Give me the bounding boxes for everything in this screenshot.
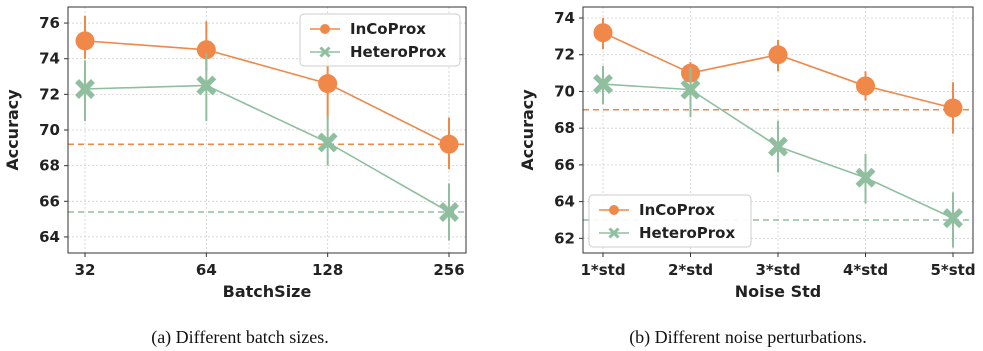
y-tick-label: 70 (554, 82, 575, 100)
x-axis-label: BatchSize (223, 282, 312, 301)
legend-label-heteroprox: HeteroProx (350, 43, 446, 61)
y-tick-label: 74 (39, 50, 60, 68)
chart-noise-std: 62 64 66 68 70 72 74 1*std 2*std 3*std 4*std 5*std N… (518, 6, 976, 301)
x-tick-label: 128 (312, 261, 343, 279)
x-tick-label: 5*std (930, 261, 975, 279)
legend-label-incoprox: InCoProx (639, 201, 715, 219)
point-incoprox (75, 31, 95, 51)
point-heteroprox (196, 75, 217, 96)
caption-a: (a) Different batch sizes. (151, 327, 329, 348)
y-tick-label: 76 (39, 14, 60, 32)
y-axis-label: Accuracy (518, 89, 537, 171)
y-tick-label: 64 (39, 228, 60, 246)
point-incoprox (196, 40, 216, 60)
y-tick-label: 64 (554, 193, 575, 211)
x-tick-label: 32 (75, 261, 96, 279)
y-tick-label: 68 (39, 157, 60, 175)
x-tick-label: 2*std (668, 261, 713, 279)
chart-batch-size: 64 66 68 70 72 74 76 32 64 128 256 BatchSize Accurac… (3, 6, 467, 301)
point-heteroprox (680, 79, 701, 100)
y-tick-label: 68 (554, 119, 575, 137)
point-heteroprox (855, 167, 876, 188)
y-tick-label: 66 (39, 192, 60, 210)
x-axis-label: Noise Std (735, 282, 821, 301)
legend-marker-incoprox (609, 205, 619, 215)
x-tick-label: 256 (433, 261, 464, 279)
x-tick-label: 1*std (580, 261, 625, 279)
y-tick-label: 72 (554, 46, 575, 64)
y-tick-label: 70 (39, 121, 60, 139)
legend-marker-heteroprox (608, 227, 620, 239)
point-incoprox (593, 23, 613, 43)
point-heteroprox (768, 136, 788, 157)
y-tick-label: 72 (39, 85, 60, 103)
y-axis-label: Accuracy (3, 89, 22, 171)
point-heteroprox (75, 79, 95, 99)
point-heteroprox (317, 132, 338, 153)
point-incoprox (768, 45, 788, 65)
point-heteroprox (439, 202, 459, 222)
x-tick-label: 3*std (755, 261, 800, 279)
point-incoprox (856, 76, 875, 96)
series-line-heteroprox (84, 84, 450, 213)
point-heteroprox (943, 208, 963, 229)
series-line-incoprox (84, 40, 450, 145)
legend-marker-incoprox (320, 24, 330, 34)
point-incoprox (943, 98, 963, 118)
x-tick-label: 64 (196, 261, 217, 279)
y-tick-label: 74 (554, 9, 575, 27)
point-incoprox (318, 74, 338, 94)
legend-box (588, 194, 752, 248)
point-incoprox (439, 134, 459, 154)
legend: InCoProx HeteroProx (588, 194, 752, 248)
y-tick-label: 62 (554, 229, 575, 247)
legend-box (299, 13, 461, 67)
legend-label-incoprox: InCoProx (350, 20, 426, 38)
legend: InCoProx HeteroProx (299, 13, 461, 67)
legend-label-heteroprox: HeteroProx (639, 224, 735, 242)
x-tick-label: 4*std (843, 261, 888, 279)
y-tick-label: 66 (554, 156, 575, 174)
point-heteroprox (593, 74, 613, 95)
legend-marker-heteroprox (319, 46, 331, 58)
caption-b: (b) Different noise perturbations. (629, 327, 867, 348)
